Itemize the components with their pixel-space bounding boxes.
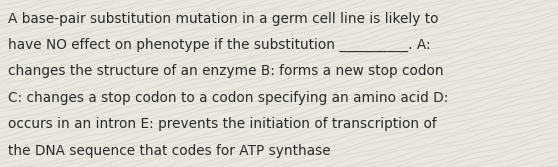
Text: occurs in an intron E: prevents the initiation of transcription of: occurs in an intron E: prevents the init… xyxy=(8,117,437,131)
Text: C: changes a stop codon to a codon specifying an amino acid D:: C: changes a stop codon to a codon speci… xyxy=(8,91,449,105)
Text: A base-pair substitution mutation in a germ cell line is likely to: A base-pair substitution mutation in a g… xyxy=(8,12,439,26)
Text: have NO effect on phenotype if the substitution __________. A:: have NO effect on phenotype if the subst… xyxy=(8,38,431,52)
Text: changes the structure of an enzyme B: forms a new stop codon: changes the structure of an enzyme B: fo… xyxy=(8,64,444,78)
Text: the DNA sequence that codes for ATP synthase: the DNA sequence that codes for ATP synt… xyxy=(8,144,331,158)
